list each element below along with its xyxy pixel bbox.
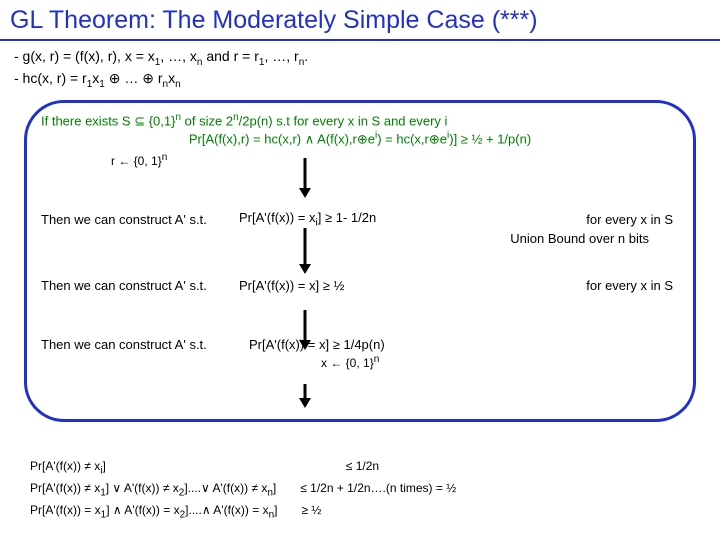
claim1-r: ≤ 1/2n <box>346 458 379 474</box>
proof-box: If there exists S ⊆ {0,1}n of size 2n/2p… <box>24 100 696 422</box>
claim2-r: ≤ 1/2n + 1/2n….(n times) = ½ <box>300 480 456 496</box>
row2-mid: Pr[A'(f(x)) = x] ≥ ½ <box>239 278 344 293</box>
row1-mid: Pr[A'(f(x)) = xi] ≥ 1- 1/2n <box>239 210 376 229</box>
step-row-1: Then we can construct A' s.t. Pr[A'(f(x)… <box>41 210 679 229</box>
def-line-1: - g(x, r) = (f(x), r), x = x1, …, xn and… <box>14 47 706 69</box>
row1-rhs: for every x in S <box>586 212 679 227</box>
row3-mid: Pr[A'(f(x)) = x] ≥ 1/4p(n) <box>249 337 385 352</box>
x-sample-note: x ← {0, 1}n <box>321 354 679 370</box>
claim1-l: Pr[A'(f(x)) ≠ xi] <box>30 458 106 478</box>
row2-lhs: Then we can construct A' s.t. <box>41 278 231 293</box>
claim2-l: Pr[A'(f(x)) ≠ x1] ∨ A'(f(x)) ≠ x2]....∨ … <box>30 480 276 500</box>
claim-line-1: Pr[A'(f(x)) ≠ xi] ≤ 1/2n <box>30 458 456 478</box>
row2-rhs: for every x in S <box>586 278 679 293</box>
union-bound-note: Union Bound over n bits <box>41 231 649 246</box>
step-row-2: Then we can construct A' s.t. Pr[A'(f(x)… <box>41 278 679 293</box>
hypothesis: If there exists S ⊆ {0,1}n of size 2n/2p… <box>41 111 679 149</box>
hyp-line-1: If there exists S ⊆ {0,1}n of size 2n/2p… <box>41 111 679 130</box>
row3-lhs: Then we can construct A' s.t. <box>41 337 241 352</box>
row1-lhs: Then we can construct A' s.t. <box>41 212 231 227</box>
claim-line-3: Pr[A'(f(x)) = x1] ∧ A'(f(x)) = x2]....∧ … <box>30 502 456 522</box>
r-sample-note: r ← {0, 1}n <box>111 152 679 168</box>
bottom-claims: Pr[A'(f(x)) ≠ xi] ≤ 1/2n Pr[A'(f(x)) ≠ x… <box>30 458 456 524</box>
def-line-2: - hc(x, r) = r1x1 ⊕ … ⊕ rnxn <box>14 69 706 91</box>
claim-line-2: Pr[A'(f(x)) ≠ x1] ∨ A'(f(x)) ≠ x2]....∨ … <box>30 480 456 500</box>
claim3-l: Pr[A'(f(x)) = x1] ∧ A'(f(x)) = x2]....∧ … <box>30 502 278 522</box>
claim3-r: ≥ ½ <box>302 502 322 518</box>
definitions: - g(x, r) = (f(x), r), x = x1, …, xn and… <box>0 41 720 96</box>
page-title: GL Theorem: The Moderately Simple Case (… <box>0 0 720 41</box>
step-row-3: Then we can construct A' s.t. Pr[A'(f(x)… <box>41 337 679 352</box>
hyp-line-2: Pr[A(f(x),r) = hc(x,r) ∧ A(f(x),r⊕ei) = … <box>41 129 679 148</box>
